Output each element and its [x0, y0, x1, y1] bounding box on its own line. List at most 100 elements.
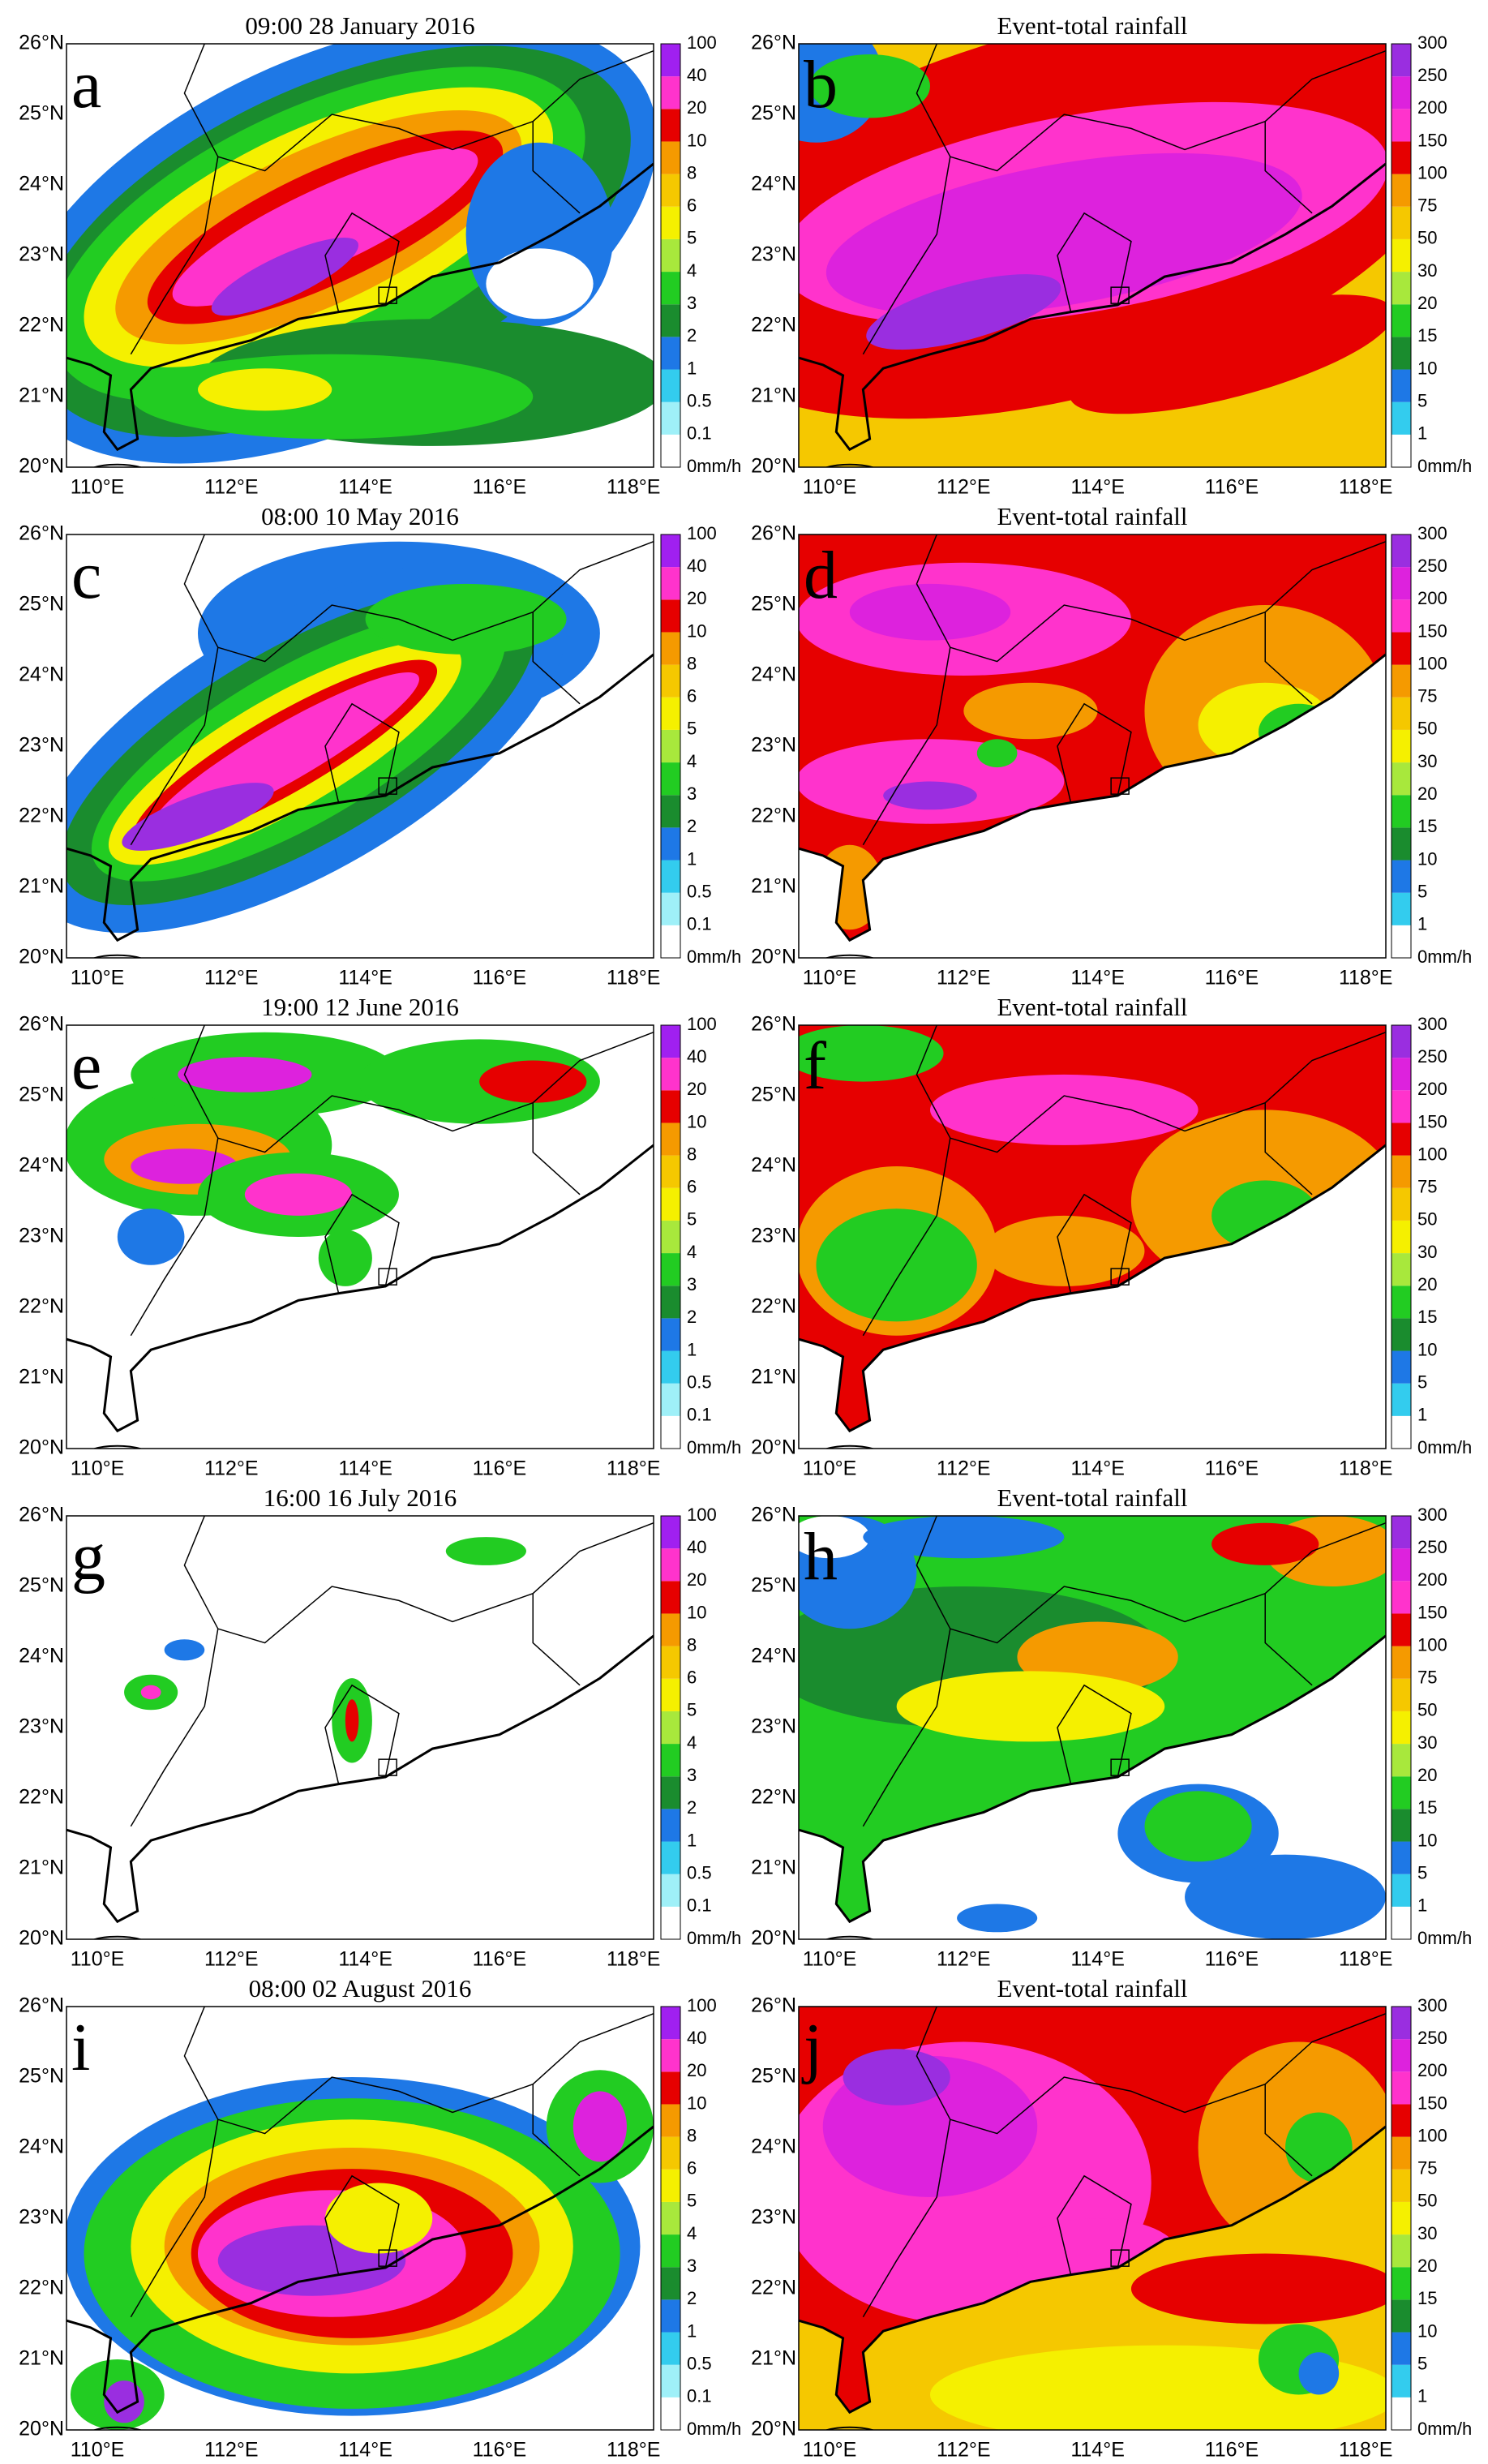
colorbar-frame	[660, 1515, 681, 1940]
colorbar-label: 1	[1417, 914, 1427, 934]
lon-tick-label: 114°E	[338, 1457, 392, 1480]
hk-box	[1110, 1268, 1130, 1286]
colorbar-label: 30	[1417, 260, 1437, 281]
colorbar-frame	[660, 534, 681, 959]
rain-area	[883, 781, 977, 810]
colorbar-bin	[1392, 1906, 1411, 1939]
colorbar-label: 200	[1417, 97, 1447, 118]
colorbar-label: 0.1	[687, 914, 712, 934]
lat-tick-label: 24°N	[19, 663, 64, 686]
lat-tick-label: 26°N	[19, 32, 64, 54]
lat-tick-label: 23°N	[19, 2206, 64, 2229]
lat-tick-label: 20°N	[19, 946, 64, 968]
colorbar-bin	[1392, 729, 1411, 763]
colorbar-bin	[661, 337, 680, 370]
map-frame	[66, 2006, 654, 2431]
colorbar-bin	[1392, 2299, 1411, 2333]
lon-tick-label: 112°E	[204, 967, 259, 989]
colorbar-label: 30	[1417, 751, 1437, 771]
rain-area	[863, 1516, 1065, 1559]
province-border	[324, 1684, 400, 1784]
coastline	[799, 653, 1386, 942]
colorbar-label: 0mm/h	[1417, 1437, 1472, 1457]
lat-tick-label: 21°N	[751, 1857, 796, 1879]
lon-tick-label: 112°E	[204, 1948, 259, 1971]
map-field	[799, 1025, 1386, 1449]
colorbar-bin	[661, 632, 680, 665]
colorbar-label: 50	[1417, 2191, 1437, 2211]
rain-area	[345, 1699, 359, 1742]
panel-letter: f	[804, 1028, 826, 1104]
colorbar-bin	[1392, 1809, 1411, 1842]
colorbar-label: 30	[1417, 2223, 1437, 2243]
colorbar-label: 10	[687, 2093, 706, 2113]
colorbar-frame	[660, 1024, 681, 1449]
lon-tick-label: 116°E	[473, 1457, 527, 1480]
colorbar-label: 20	[1417, 2256, 1437, 2276]
hk-box	[1110, 2249, 1130, 2267]
colorbar-label: 4	[687, 1242, 697, 1262]
lon-tick-label: 116°E	[1205, 1948, 1259, 1971]
lat-tick-label: 22°N	[19, 1786, 64, 1809]
colorbar-label: 15	[1417, 2288, 1437, 2308]
hk-box	[378, 777, 397, 795]
lon-tick-label: 112°E	[204, 2439, 259, 2462]
panel-title: Event-total rainfall	[997, 1974, 1188, 2003]
map-panel: Event-total rainfall d 20°N 21°N 22°N 23°N 24°…	[751, 502, 1472, 989]
lon-tick-label: 116°E	[1205, 2439, 1259, 2462]
province-border	[862, 2007, 951, 2318]
colorbar-label: 4	[687, 751, 697, 771]
colorbar-bin	[661, 304, 680, 337]
colorbar-label: 5	[1417, 882, 1427, 902]
lat-tick-label: 21°N	[19, 384, 64, 407]
colorbar-bin	[1392, 76, 1411, 109]
colorbar-bin	[661, 1058, 680, 1091]
colorbar-label: 3	[687, 2256, 697, 2276]
colorbar-bin	[661, 1187, 680, 1221]
rain-area	[172, 148, 478, 307]
colorbar-bin	[661, 1809, 680, 1842]
colorbar-label: 250	[1417, 1537, 1447, 1557]
lat-tick-label: 25°N	[751, 1084, 796, 1106]
colorbar-bin	[1392, 141, 1411, 174]
lat-tick-label: 20°N	[19, 2418, 64, 2440]
colorbar-bin	[661, 729, 680, 763]
lon-tick-label: 112°E	[204, 1457, 259, 1480]
map-frame	[798, 1024, 1387, 1449]
colorbar-bin	[1392, 1220, 1411, 1254]
rain-area	[849, 583, 1011, 641]
colorbar-label: 3	[687, 293, 697, 313]
lat-tick-label: 22°N	[751, 1295, 796, 1318]
colorbar-bin	[661, 664, 680, 698]
colorbar-bin	[1392, 2364, 1411, 2397]
colorbar-bin	[661, 1318, 680, 1351]
lon-tick-label: 114°E	[1070, 2439, 1125, 2462]
lon-tick-label: 112°E	[937, 1457, 991, 1480]
coastline	[66, 1634, 654, 1924]
colorbar-bin	[1392, 1415, 1411, 1449]
lon-tick-label: 114°E	[1070, 476, 1125, 499]
map-frame	[66, 1024, 654, 1449]
colorbar-label: 2	[687, 1797, 697, 1818]
colorbar-label: 100	[1417, 2125, 1447, 2145]
colorbar-label: 0mm/h	[1417, 1928, 1472, 1948]
lat-tick-label: 22°N	[19, 1295, 64, 1318]
colorbar-label: 10	[1417, 358, 1437, 378]
colorbar-label: 2	[687, 325, 697, 346]
colorbar-bin	[661, 141, 680, 174]
map-field	[799, 2007, 1386, 2430]
colorbar-bin	[1392, 2332, 1411, 2365]
colorbar-label: 50	[1417, 719, 1437, 739]
colorbar-bin	[1392, 1058, 1411, 1091]
lon-tick-label: 110°E	[71, 967, 125, 989]
map-frame	[798, 2006, 1387, 2431]
map-panel: 16:00 16 July 2016 g 20°N 21°N 22°N 23°N 24°N 2…	[19, 1483, 741, 1971]
colorbar-label: 1	[1417, 1405, 1427, 1425]
coastline	[799, 162, 1386, 452]
lat-tick-label: 26°N	[751, 1994, 796, 2017]
colorbar-label: 250	[1417, 1046, 1447, 1067]
rain-area	[1298, 2352, 1340, 2395]
province-border	[130, 44, 219, 355]
colorbar-bin	[1392, 337, 1411, 370]
